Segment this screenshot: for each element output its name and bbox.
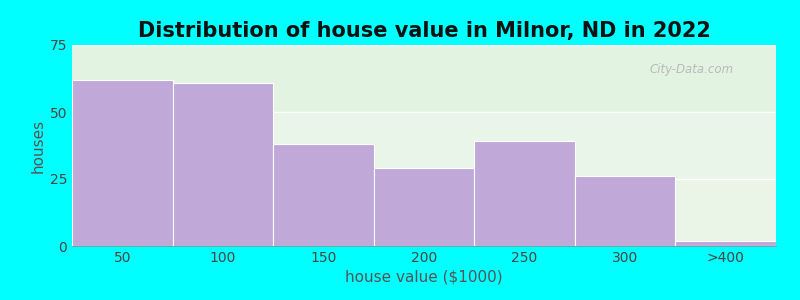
Text: City-Data.com: City-Data.com (650, 63, 734, 76)
Bar (675, 241, 776, 246)
Bar (72, 80, 173, 246)
Bar (273, 144, 374, 246)
Bar (173, 82, 273, 246)
Bar (575, 176, 675, 246)
Title: Distribution of house value in Milnor, ND in 2022: Distribution of house value in Milnor, N… (138, 21, 710, 41)
Bar (72, 45, 776, 112)
X-axis label: house value ($1000): house value ($1000) (345, 269, 503, 284)
Bar (72, 112, 776, 179)
Bar (474, 142, 575, 246)
Y-axis label: houses: houses (30, 118, 46, 172)
Bar (374, 168, 474, 246)
